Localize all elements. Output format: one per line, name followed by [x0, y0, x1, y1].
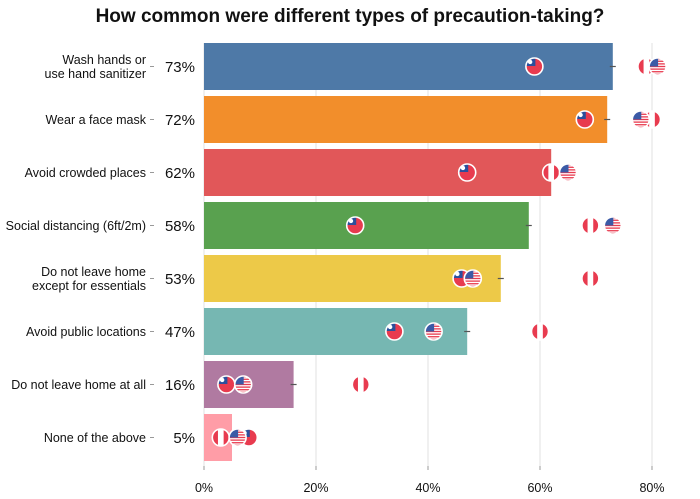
value-label: 16%: [165, 377, 195, 394]
category-label: Do not leave home: [41, 265, 146, 279]
bar-avoid-public-locations: [204, 308, 468, 355]
category-label: None of the above: [44, 431, 146, 445]
x-tick-label: 80%: [639, 481, 664, 495]
marker-united-states: [558, 163, 578, 182]
x-tick-label: 40%: [415, 481, 440, 495]
bar-avoid-crowded-places: [204, 149, 552, 196]
marker-united-states: [463, 269, 483, 288]
bar-wash-hands-or-use-hand-sanitizer: [204, 43, 613, 90]
value-label: 47%: [165, 324, 195, 341]
marker-taiwan: [525, 57, 544, 76]
marker-united-states: [228, 428, 247, 447]
marker-peru: [581, 216, 600, 235]
chart-title: How common were different types of preca…: [95, 6, 605, 27]
marker-peru: [530, 322, 550, 341]
category-label: Avoid public locations: [26, 325, 146, 339]
marker-united-states: [648, 57, 667, 76]
marker-taiwan: [457, 163, 477, 182]
marker-taiwan: [217, 375, 236, 394]
bar-wear-a-face-mask: [204, 96, 608, 143]
marker-peru: [211, 428, 231, 447]
value-label: 5%: [173, 430, 195, 447]
value-label: 62%: [165, 165, 195, 182]
marker-peru: [351, 375, 371, 394]
marker-peru: [541, 163, 561, 182]
category-label: Avoid crowded places: [25, 166, 146, 180]
category-label: Wash hands or: [62, 53, 146, 67]
category-label: Social distancing (6ft/2m): [6, 219, 146, 233]
x-tick-label: 0%: [195, 481, 213, 495]
value-label: 53%: [165, 271, 195, 288]
marker-united-states: [424, 322, 443, 341]
category-label: except for essentials: [32, 279, 146, 293]
marker-taiwan: [385, 322, 404, 341]
bar-social-distancing-6ft-2m: [204, 202, 529, 249]
category-label: use hand sanitizer: [45, 67, 146, 81]
value-label: 72%: [165, 112, 195, 129]
bar-do-not-leave-home-except-for-essentials: [204, 255, 501, 302]
marker-taiwan: [575, 110, 595, 129]
value-label: 73%: [165, 59, 195, 76]
marker-united-states: [603, 216, 623, 235]
category-label: Wear a face mask: [45, 113, 146, 127]
value-label: 58%: [165, 218, 195, 235]
marker-peru: [581, 269, 600, 288]
x-tick-label: 20%: [303, 481, 328, 495]
marker-united-states: [233, 375, 253, 394]
x-tick-label: 60%: [527, 481, 552, 495]
marker-taiwan: [345, 216, 365, 235]
category-label: Do not leave home at all: [11, 378, 146, 392]
marker-united-states: [631, 110, 651, 129]
